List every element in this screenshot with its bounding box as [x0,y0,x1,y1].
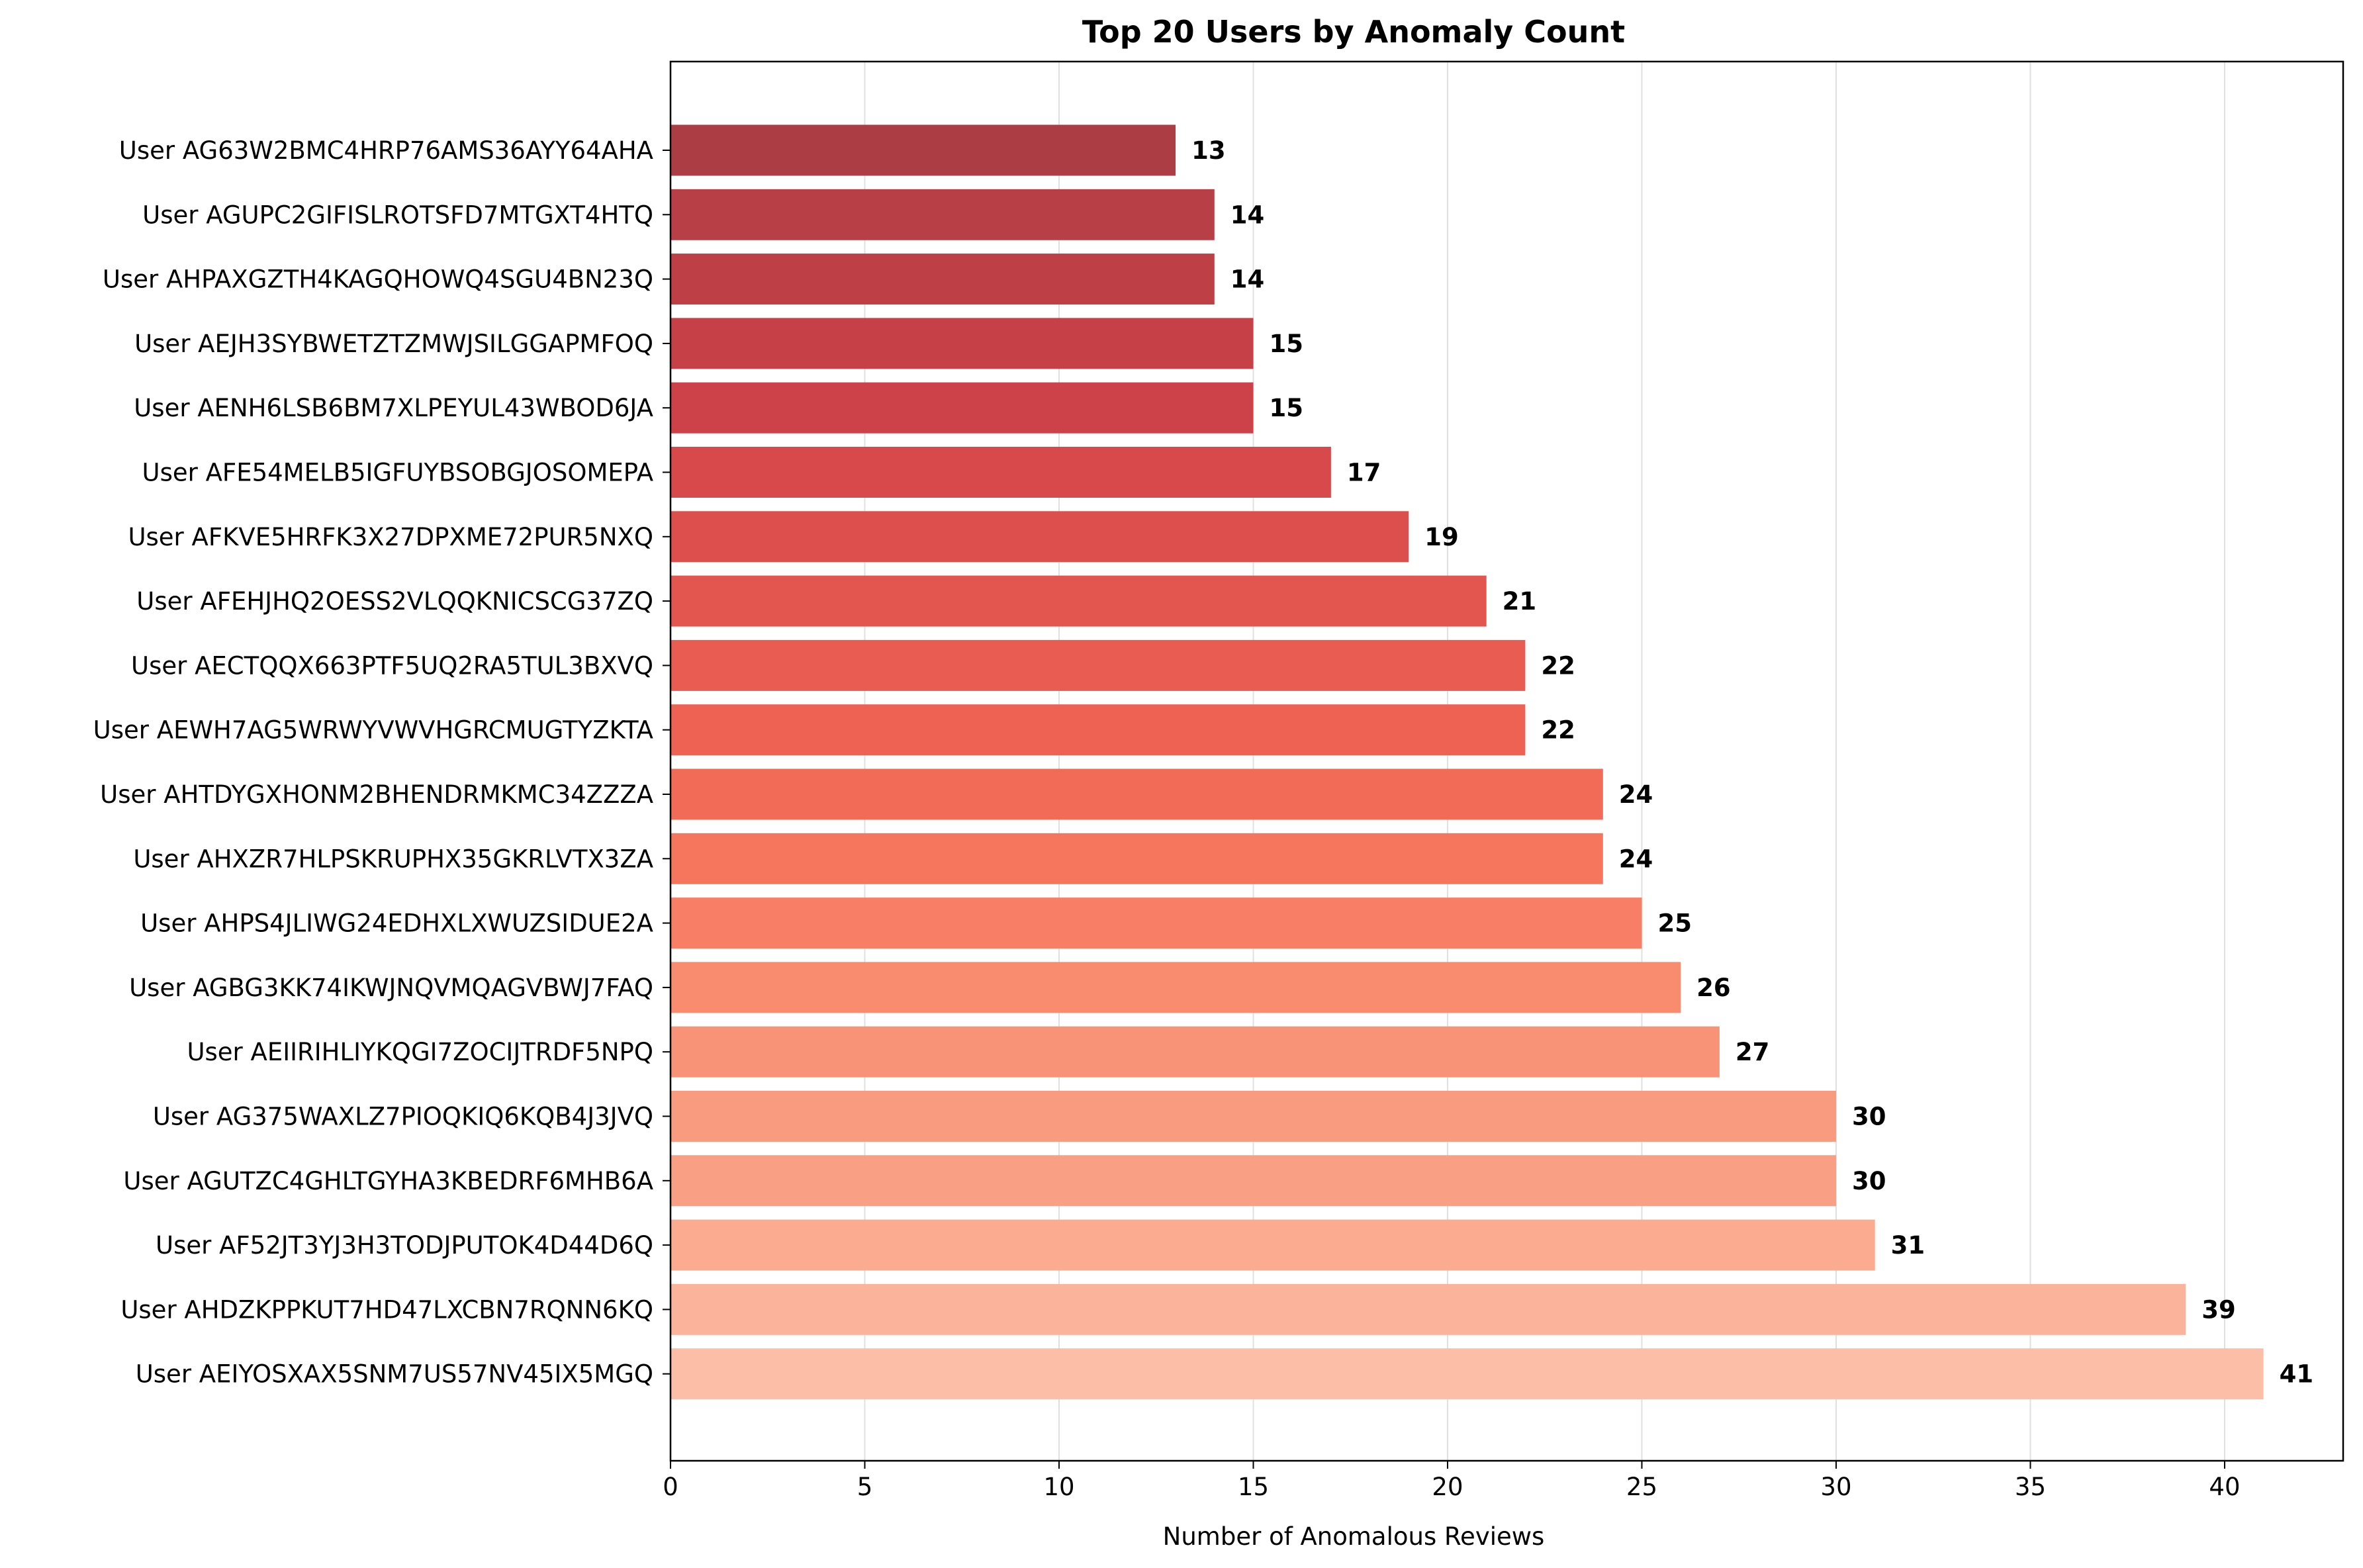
category-label: User AHTDYGXHONM2BHENDRMKMC34ZZZA [100,780,653,809]
x-tick-label: 35 [2015,1473,2046,1501]
category-labels: User AG63W2BMC4HRP76AMS36AYY64AHA User AG… [93,136,671,1389]
data-label: 31 [1891,1231,1925,1260]
chart-title: Top 20 Users by Anomaly Count [1082,14,1625,50]
bar [671,382,1254,434]
data-label: 25 [1657,909,1692,938]
category-label: User AENH6LSB6BM7XLPEYUL43WBOD6JA [134,394,653,422]
bar [671,1283,2186,1335]
category-label: User AHDZKPPKUT7HD47LXCBN7RQNN6KQ [120,1295,653,1324]
bar [671,511,1409,563]
data-label: 15 [1269,330,1303,358]
x-tick-label: 30 [1820,1473,1851,1501]
bar [671,575,1487,627]
category-label: User AFEHJHQ2OESS2VLQQKNICSCG37ZQ [136,587,653,616]
bar [671,1219,1875,1271]
data-label: 22 [1541,716,1575,745]
category-label: User AF52JT3YJ3H3TODJPUTOK4D44D6Q [156,1231,653,1260]
plot-frame [669,60,2344,1462]
data-label: 14 [1230,201,1265,229]
bar [671,898,1642,949]
bar [671,768,1603,820]
bar [671,124,1176,176]
category-label: User AHXZR7HLPSKRUPHX35GKRLVTX3ZA [133,845,653,873]
category-label: User AEIIRIHLIYKQGI7ZOCIJTRDF5NPQ [187,1038,653,1066]
category-label: User AEIYOSXAX5SNM7US57NV45IX5MGQ [136,1360,653,1389]
x-tick-label: 10 [1043,1473,1074,1501]
data-label: 30 [1852,1103,1886,1131]
category-label: User AGUTZC4GHLTGYHA3KBEDRF6MHB6A [123,1167,653,1195]
bar [671,254,1215,305]
bar [671,318,1254,369]
bar [671,447,1331,498]
data-label: 17 [1347,459,1381,487]
data-label: 19 [1424,523,1459,551]
data-label: 14 [1230,265,1265,294]
x-tick-label: 15 [1238,1473,1269,1501]
data-labels: 13 14 14 15 15 17 19 21 22 22 24 24 25 26 27 30 30 31 39 41 [1191,136,2313,1389]
x-axis-ticks: 0 5 10 15 20 25 30 35 40 [663,1461,2241,1501]
bar [671,639,1526,691]
x-tick-label: 20 [1432,1473,1463,1501]
bar [671,189,1215,240]
data-label: 15 [1269,394,1303,422]
category-label: User AFKVE5HRFK3X27DPXME72PUR5NXQ [128,523,653,551]
category-label: User AGBG3KK74IKWJNQVMQAGVBWJ7FAQ [129,974,653,1002]
bar [671,1155,1836,1207]
bar [671,1026,1720,1078]
bar [671,833,1603,884]
bars [671,124,2264,1400]
bar [671,704,1526,756]
category-label: User AGUPC2GIFISLROTSFD7MTGXT4HTQ [142,201,653,229]
category-label: User AHPAXGZTH4KAGQHOWQ4SGU4BN23Q [103,265,653,294]
data-label: 24 [1619,845,1653,873]
category-label: User AHPS4JLIWG24EDHXLXWUZSIDUE2A [140,909,653,938]
bar [671,962,1681,1013]
data-label: 22 [1541,651,1575,680]
x-tick-label: 25 [1626,1473,1657,1501]
data-label: 41 [2280,1360,2314,1389]
data-label: 30 [1852,1167,1886,1195]
category-label: User AFE54MELB5IGFUYBSOBGJOSOMEPA [142,459,653,487]
x-tick-label: 5 [857,1473,873,1501]
data-label: 21 [1503,587,1537,616]
data-label: 27 [1736,1038,1770,1066]
category-label: User AG375WAXLZ7PIOQKIQ6KQB4J3JVQ [153,1103,653,1131]
bar [671,1091,1836,1142]
data-label: 26 [1696,974,1731,1002]
category-label: User AECTQQX663PTF5UQ2RA5TUL3BXVQ [131,651,653,680]
category-label: User AEJH3SYBWETZTZMWJSILGGAPMFOQ [134,330,653,358]
category-label: User AEWH7AG5WRWYVWVHGRCMUGTYZKTA [93,716,653,745]
category-label: User AG63W2BMC4HRP76AMS36AYY64AHA [119,136,653,165]
data-label: 24 [1619,780,1653,809]
data-label: 39 [2201,1295,2236,1324]
x-tick-label: 40 [2209,1473,2240,1501]
x-tick-label: 0 [663,1473,678,1501]
data-label: 13 [1191,136,1226,165]
bar [671,1348,2264,1400]
x-axis-label: Number of Anomalous Reviews [1163,1522,1545,1551]
